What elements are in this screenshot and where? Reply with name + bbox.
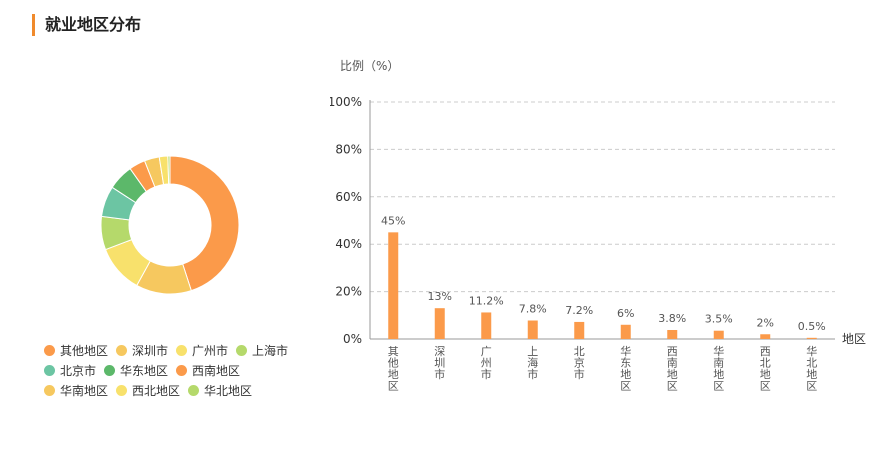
bar-data-label: 45% <box>381 214 405 227</box>
x-tick-label: 其他地区 <box>388 345 399 393</box>
donut-slice-9 <box>167 155 171 185</box>
legend-item[interactable]: 其他地区 <box>44 342 108 359</box>
legend-item[interactable]: 上海市 <box>236 342 288 359</box>
legend-swatch <box>176 344 188 356</box>
legend-label: 其他地区 <box>60 343 109 358</box>
bar <box>620 324 631 339</box>
legend-swatch <box>116 384 128 396</box>
legend-item[interactable]: 华北地区 <box>188 382 252 399</box>
y-tick-label: 40% <box>335 237 362 251</box>
x-tick-label: 华南地区 <box>713 344 724 393</box>
bar <box>760 334 771 339</box>
legend-label: 广州市 <box>192 343 229 358</box>
legend-label: 华南地区 <box>60 383 109 398</box>
legend-item[interactable]: 西北地区 <box>116 382 180 399</box>
legend-label: 西北地区 <box>132 383 181 398</box>
x-tick-label: 上海市 <box>527 345 538 381</box>
legend-item[interactable]: 华南地区 <box>44 382 108 399</box>
x-tick-label: 广州市 <box>481 345 492 381</box>
bar-data-label: 3.5% <box>705 313 733 326</box>
bar-data-label: 6% <box>617 307 634 320</box>
legend-item[interactable]: 广州市 <box>176 342 228 359</box>
region-donut-chart <box>100 155 240 295</box>
x-tick-label: 华北地区 <box>806 344 817 393</box>
legend-label: 华东地区 <box>120 363 169 378</box>
bar-data-label: 13% <box>428 290 452 303</box>
y-tick-label: 60% <box>335 190 362 204</box>
y-axis-title: 比例（%） <box>340 59 399 73</box>
legend-item[interactable]: 西南地区 <box>176 362 240 379</box>
legend-swatch <box>188 384 200 396</box>
bar <box>527 320 538 339</box>
legend-swatch <box>44 344 55 356</box>
legend-row: 华南地区 西北地区 华北地区 <box>44 380 324 400</box>
bar-data-label: 3.8% <box>658 312 686 325</box>
bar <box>713 330 724 339</box>
legend-swatch <box>44 384 55 396</box>
bar-data-label: 2% <box>757 316 774 329</box>
bar-data-label: 7.8% <box>519 303 547 316</box>
section-title: 就业地区分布 <box>32 14 141 36</box>
legend-row: 北京市 华东地区 西南地区 <box>44 360 324 380</box>
legend-item[interactable]: 北京市 <box>44 362 96 379</box>
x-tick-label: 北京市 <box>574 345 585 381</box>
legend-swatch <box>116 344 128 356</box>
y-tick-label: 100% <box>330 95 362 109</box>
legend-label: 深圳市 <box>132 343 169 358</box>
bar <box>667 329 678 339</box>
legend-swatch <box>44 364 55 376</box>
bar <box>388 232 399 339</box>
bar <box>574 321 585 339</box>
x-tick-label: 西北地区 <box>760 345 771 393</box>
bar-data-label: 0.5% <box>798 320 826 333</box>
legend-label: 西南地区 <box>192 363 241 378</box>
x-tick-label: 华东地区 <box>620 344 631 393</box>
bar-data-label: 7.2% <box>565 304 593 317</box>
bar <box>806 337 817 339</box>
y-tick-label: 0% <box>343 332 362 346</box>
region-bar-chart: 比例（%） 0% 20% 40% 60% 80% 100% 地区 45% 其他地区 13% 深圳市 11… <box>330 59 866 393</box>
donut-legend: 其他地区 深圳市 广州市 上海市北京市 华东地区 西南地区华南地区 西北地区 华北地区 <box>44 340 324 400</box>
bar <box>481 312 492 339</box>
y-tick-label: 20% <box>335 285 362 299</box>
legend-swatch <box>236 344 248 356</box>
x-tick-label: 深圳市 <box>434 345 445 381</box>
x-tick-label: 西南地区 <box>667 345 678 393</box>
x-axis-title: 地区 <box>842 332 866 346</box>
legend-item[interactable]: 深圳市 <box>116 342 168 359</box>
legend-row: 其他地区 深圳市 广州市 上海市 <box>44 340 324 360</box>
legend-swatch <box>104 364 116 376</box>
donut-slice-0 <box>169 155 240 292</box>
y-tick-label: 80% <box>335 142 362 156</box>
bar <box>434 308 445 339</box>
legend-swatch <box>176 364 188 376</box>
legend-item[interactable]: 华东地区 <box>104 362 168 379</box>
legend-label: 华北地区 <box>204 383 253 398</box>
legend-label: 北京市 <box>60 363 97 378</box>
legend-label: 上海市 <box>252 343 289 358</box>
bar-data-label: 11.2% <box>469 294 504 307</box>
